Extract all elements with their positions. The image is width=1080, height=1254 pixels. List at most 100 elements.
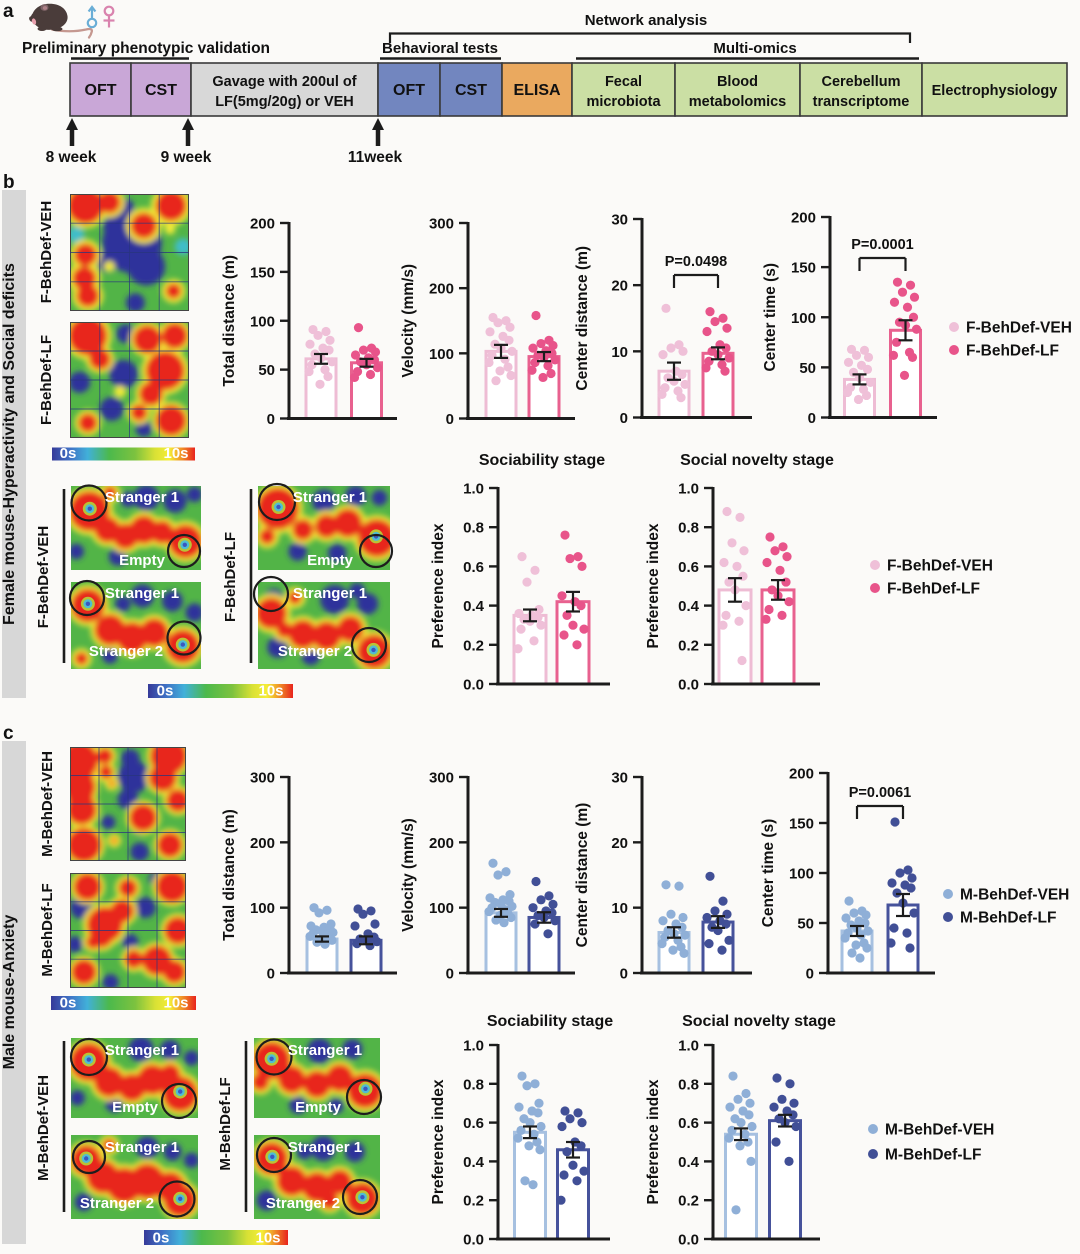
svg-text:Stranger 1: Stranger 1 <box>293 489 367 506</box>
svg-text:c: c <box>3 723 14 744</box>
svg-text:0: 0 <box>446 411 454 428</box>
svg-text:Male mouse-Anxiety: Male mouse-Anxiety <box>1 915 18 1070</box>
svg-text:Gavage with 200ul of: Gavage with 200ul of <box>212 74 356 90</box>
svg-text:Total distance (m): Total distance (m) <box>221 255 238 386</box>
svg-text:Stranger 2: Stranger 2 <box>80 1195 154 1212</box>
svg-text:Behavioral tests: Behavioral tests <box>382 40 498 57</box>
svg-text:ELISA: ELISA <box>513 82 561 99</box>
svg-text:20: 20 <box>611 835 628 852</box>
svg-text:0: 0 <box>620 410 628 427</box>
svg-text:Stranger 1: Stranger 1 <box>288 1042 362 1059</box>
svg-text:0.0: 0.0 <box>678 1232 699 1249</box>
svg-text:0.4: 0.4 <box>463 598 485 615</box>
svg-text:0.4: 0.4 <box>678 598 700 615</box>
svg-text:M-BehDef-LF: M-BehDef-LF <box>960 910 1056 927</box>
svg-text:8 week: 8 week <box>46 149 97 166</box>
svg-text:b: b <box>3 172 15 193</box>
svg-text:M-BehDef-VEH: M-BehDef-VEH <box>885 1122 994 1139</box>
svg-text:1.0: 1.0 <box>463 1038 484 1055</box>
svg-text:Electrophysiology: Electrophysiology <box>932 83 1058 99</box>
svg-text:Preference index: Preference index <box>430 523 447 648</box>
svg-text:300: 300 <box>429 216 454 233</box>
svg-text:10: 10 <box>611 900 628 917</box>
svg-text:Center distance (m): Center distance (m) <box>574 803 591 948</box>
svg-text:F-BehDef-LF: F-BehDef-LF <box>38 335 55 425</box>
svg-text:Center time (s): Center time (s) <box>762 263 779 372</box>
svg-text:200: 200 <box>250 835 275 852</box>
svg-text:M-BehDef-LF: M-BehDef-LF <box>885 1147 981 1164</box>
svg-text:M-BehDef-VEH: M-BehDef-VEH <box>35 1075 52 1181</box>
svg-text:1.0: 1.0 <box>678 481 699 498</box>
svg-text:10s: 10s <box>163 995 188 1012</box>
svg-text:Velocity (mm/s): Velocity (mm/s) <box>400 264 417 378</box>
svg-text:F-BehDef-VEH: F-BehDef-VEH <box>38 201 55 304</box>
svg-text:0.2: 0.2 <box>678 1193 699 1210</box>
svg-text:0.6: 0.6 <box>463 1115 484 1132</box>
svg-text:50: 50 <box>258 362 275 379</box>
svg-text:Empty: Empty <box>119 552 166 569</box>
svg-text:10s: 10s <box>258 683 283 700</box>
svg-text:0: 0 <box>446 966 454 983</box>
svg-text:Preference index: Preference index <box>430 1079 447 1204</box>
svg-text:Empty: Empty <box>307 552 354 569</box>
svg-text:0.8: 0.8 <box>463 1076 484 1093</box>
svg-text:300: 300 <box>429 770 454 787</box>
svg-text:20: 20 <box>611 278 628 295</box>
svg-text:Stranger 1: Stranger 1 <box>293 585 367 602</box>
svg-text:F-BehDef-LF: F-BehDef-LF <box>887 581 980 598</box>
svg-text:10: 10 <box>611 344 628 361</box>
svg-text:50: 50 <box>797 916 814 933</box>
svg-text:CST: CST <box>455 82 487 99</box>
svg-text:300: 300 <box>250 770 275 787</box>
svg-text:Sociability stage: Sociability stage <box>479 452 605 469</box>
svg-text:Stranger 1: Stranger 1 <box>288 1139 362 1156</box>
svg-text:0.6: 0.6 <box>463 559 484 576</box>
svg-text:metabolomics: metabolomics <box>689 94 787 110</box>
svg-text:0.0: 0.0 <box>678 677 699 694</box>
svg-text:Preliminary phenotypic validat: Preliminary phenotypic validation <box>22 40 270 57</box>
svg-text:200: 200 <box>429 281 454 298</box>
svg-text:0.8: 0.8 <box>678 520 699 537</box>
svg-text:Stranger 1: Stranger 1 <box>105 585 179 602</box>
svg-text:M-BehDef-LF: M-BehDef-LF <box>39 883 56 976</box>
svg-text:F-BehDef-VEH: F-BehDef-VEH <box>966 320 1072 337</box>
svg-text:0.8: 0.8 <box>678 1076 699 1093</box>
svg-text:0: 0 <box>808 410 816 427</box>
svg-text:200: 200 <box>429 835 454 852</box>
svg-text:9 week: 9 week <box>161 149 212 166</box>
svg-text:0.0: 0.0 <box>463 1232 484 1249</box>
svg-text:0.4: 0.4 <box>463 1154 485 1171</box>
svg-text:M-BehDef-LF: M-BehDef-LF <box>217 1077 234 1170</box>
svg-text:Stranger 2: Stranger 2 <box>89 643 163 660</box>
svg-text:0: 0 <box>267 411 275 428</box>
svg-text:Stranger 1: Stranger 1 <box>105 1139 179 1156</box>
svg-text:Stranger 2: Stranger 2 <box>266 1195 340 1212</box>
svg-text:150: 150 <box>791 260 816 277</box>
svg-text:150: 150 <box>789 816 814 833</box>
svg-text:0.6: 0.6 <box>678 559 699 576</box>
svg-text:microbiota: microbiota <box>586 94 661 110</box>
svg-text:0s: 0s <box>60 995 77 1012</box>
svg-text:0.2: 0.2 <box>463 1193 484 1210</box>
svg-text:50: 50 <box>799 360 816 377</box>
svg-text:0s: 0s <box>153 1230 170 1247</box>
svg-text:Multi-omics: Multi-omics <box>713 40 796 57</box>
svg-text:200: 200 <box>789 766 814 783</box>
svg-text:Center time (s): Center time (s) <box>760 819 777 928</box>
svg-text:M-BehDef-VEH: M-BehDef-VEH <box>960 887 1069 904</box>
svg-text:Stranger 2: Stranger 2 <box>278 643 352 660</box>
svg-text:P=0.0061: P=0.0061 <box>849 785 912 801</box>
svg-text:100: 100 <box>429 346 454 363</box>
svg-text:0: 0 <box>267 966 275 983</box>
svg-text:0.4: 0.4 <box>678 1154 700 1171</box>
svg-text:0.0: 0.0 <box>463 677 484 694</box>
svg-text:1.0: 1.0 <box>678 1038 699 1055</box>
svg-text:200: 200 <box>791 210 816 227</box>
svg-text:Total distance (m): Total distance (m) <box>221 809 238 940</box>
svg-text:Stranger 1: Stranger 1 <box>105 1042 179 1059</box>
svg-text:11week: 11week <box>348 149 403 166</box>
svg-text:0.6: 0.6 <box>678 1115 699 1132</box>
svg-text:F-BehDef-LF: F-BehDef-LF <box>222 532 239 622</box>
svg-text:Social novelty stage: Social novelty stage <box>680 452 834 469</box>
svg-text:30: 30 <box>611 212 628 229</box>
